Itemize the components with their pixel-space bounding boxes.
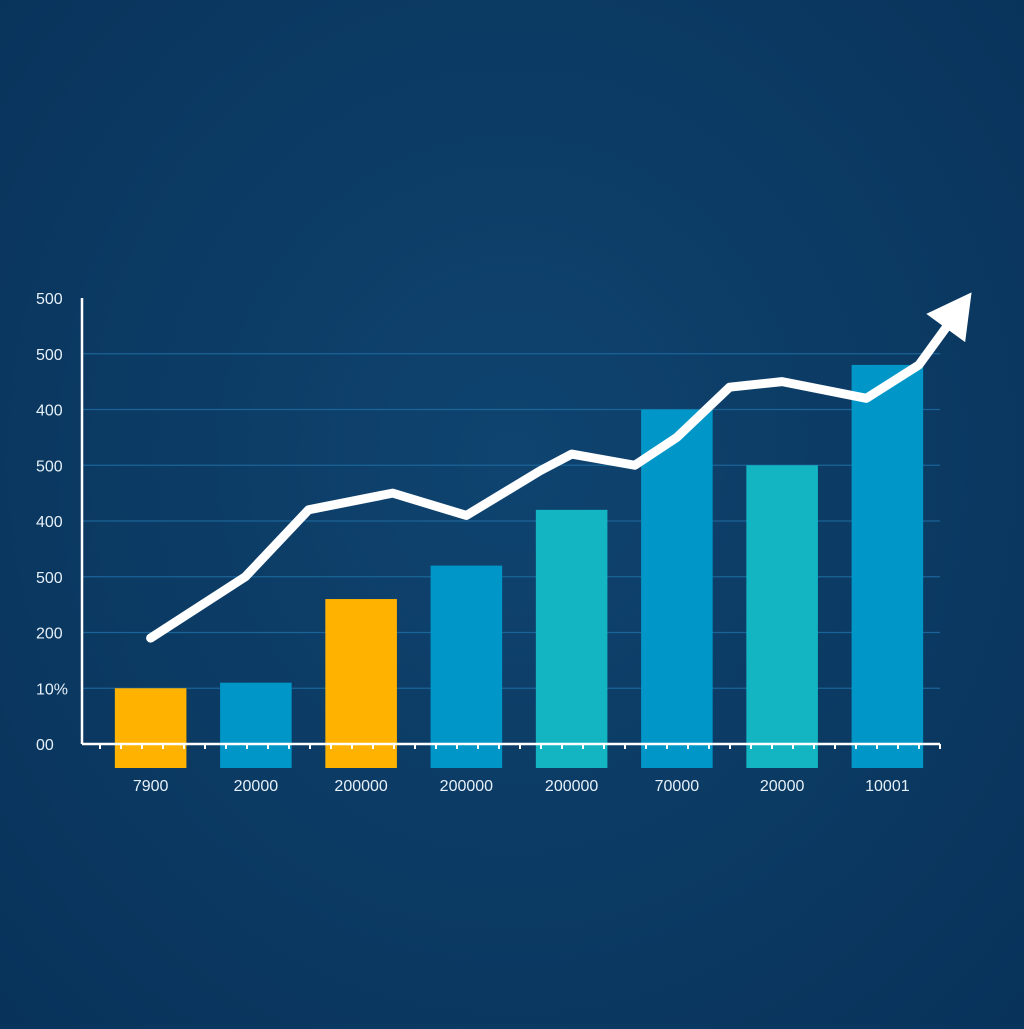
gridlines (82, 353, 940, 689)
x-tick-label: 20000 (234, 778, 279, 795)
x-tick-label: 200000 (545, 778, 598, 795)
y-tick-label: 10% (36, 681, 68, 698)
trend-arrow-head (926, 292, 972, 343)
bar (220, 682, 292, 768)
bar (114, 688, 187, 768)
tick-labels: 00 10% 200 500 400 500 400 500 500 7900 20000 20000… (36, 291, 910, 795)
y-tick-label: 500 (36, 291, 63, 308)
y-tick-label: 500 (36, 570, 63, 587)
bar (535, 509, 608, 768)
bar (325, 599, 397, 768)
x-tick-label: 200000 (334, 778, 387, 795)
x-tick-label: 7900 (133, 778, 169, 795)
x-tick-label: 20000 (760, 778, 805, 795)
bar (851, 364, 924, 768)
bar (641, 409, 713, 768)
x-tick-label: 10001 (865, 778, 910, 795)
bar (746, 465, 818, 768)
bars (114, 364, 924, 768)
trend-line-group (146, 292, 972, 643)
y-tick-label: 500 (36, 458, 63, 475)
y-tick-label: 500 (36, 347, 63, 364)
x-tick-label: 70000 (655, 778, 700, 795)
y-tick-label: 400 (36, 514, 63, 531)
y-tick-label: 400 (36, 403, 63, 420)
bar (430, 565, 503, 768)
y-tick-label: 00 (36, 737, 54, 754)
y-tick-label: 200 (36, 626, 63, 643)
axes (80, 298, 941, 749)
x-tick-label: 200000 (440, 778, 493, 795)
trend-line (146, 314, 957, 643)
